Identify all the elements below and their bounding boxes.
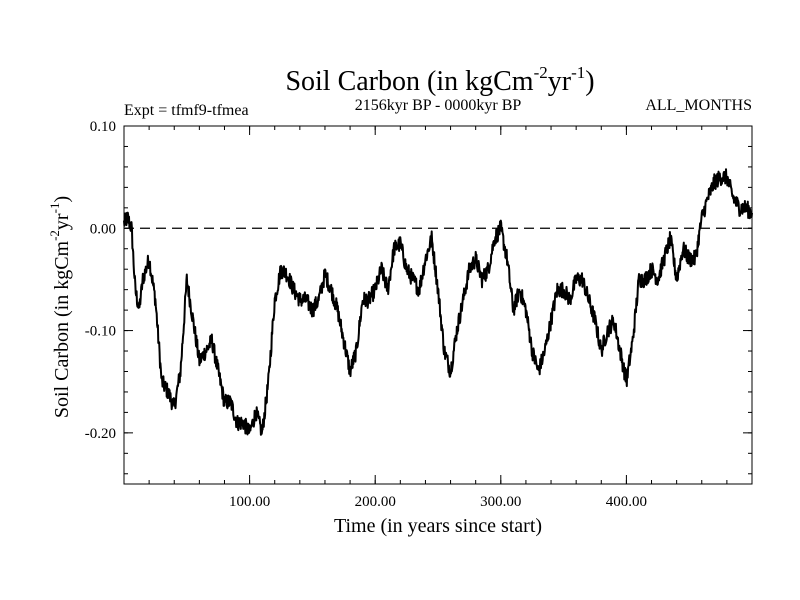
x-tick-label: 100.00 bbox=[229, 494, 270, 510]
y-tick-label: -0.20 bbox=[85, 426, 116, 442]
y-tick-label: 0.00 bbox=[90, 221, 116, 237]
subtitle-months: ALL_MONTHS bbox=[645, 97, 752, 114]
plot-frame bbox=[123, 125, 753, 485]
series-line-soil-carbon bbox=[123, 168, 753, 436]
chart-title: Soil Carbon (in kgCm-2yr-1) bbox=[285, 63, 594, 97]
x-tick-label: 200.00 bbox=[355, 494, 396, 510]
y-tick-label: 0.10 bbox=[90, 119, 116, 135]
y-tick-label: -0.10 bbox=[85, 324, 116, 340]
subtitle-experiment: Expt = tfmf9-tfmea bbox=[124, 102, 249, 119]
x-axis-label: Time (in years since start) bbox=[334, 515, 542, 537]
x-tick-label: 400.00 bbox=[606, 494, 647, 510]
x-tick-label: 300.00 bbox=[480, 494, 521, 510]
subtitle-period: 2156kyr BP - 0000kyr BP bbox=[355, 97, 522, 114]
y-axis-label: Soil Carbon (in kgCm-2yr-1) bbox=[47, 196, 73, 418]
axis-ticks bbox=[124, 125, 752, 484]
